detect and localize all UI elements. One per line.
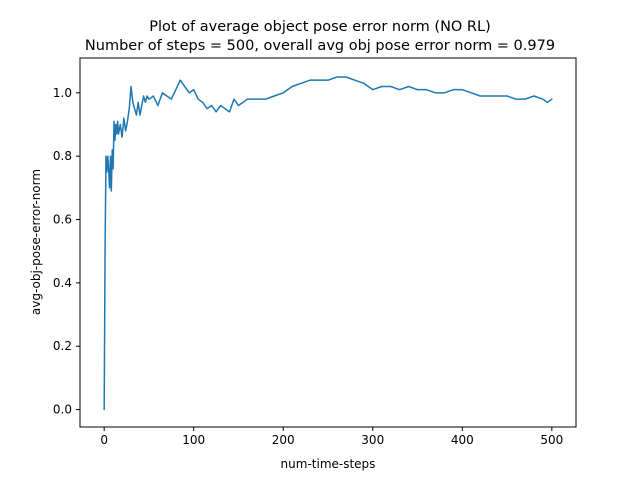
x-tick-label: 300: [361, 433, 384, 447]
y-tick-label: 0.6: [53, 213, 72, 227]
data-layer: [103, 76, 553, 411]
plot-area: 0 100 200 300 400 500 0.0 0.2 0.4 0.6 0.8 1.0: [53, 57, 577, 447]
x-tick-label: 200: [272, 433, 295, 447]
x-axis-ticks: 0 100 200 300 400 500: [100, 427, 563, 447]
x-axis-label: num-time-steps: [281, 457, 376, 471]
chart-subtitle: Number of steps = 500, overall avg obj p…: [85, 38, 555, 54]
y-tick-label: 0.0: [53, 403, 72, 417]
y-tick-label: 0.8: [53, 149, 72, 163]
x-tick-label: 0: [100, 433, 108, 447]
y-tick-label: 1.0: [53, 86, 72, 100]
axes-frame: [79, 57, 577, 428]
chart-title: Plot of average object pose error norm (…: [149, 19, 491, 35]
y-axis-ticks: 0.0 0.2 0.4 0.6 0.8 1.0: [53, 86, 80, 417]
series-line: [103, 76, 553, 411]
x-tick-label: 100: [182, 433, 205, 447]
x-tick-label: 400: [451, 433, 474, 447]
y-tick-label: 0.2: [53, 339, 72, 353]
y-tick-label: 0.4: [53, 276, 72, 290]
x-tick-label: 500: [540, 433, 563, 447]
y-axis-label: avg-obj-pose-error-norm: [29, 169, 43, 315]
